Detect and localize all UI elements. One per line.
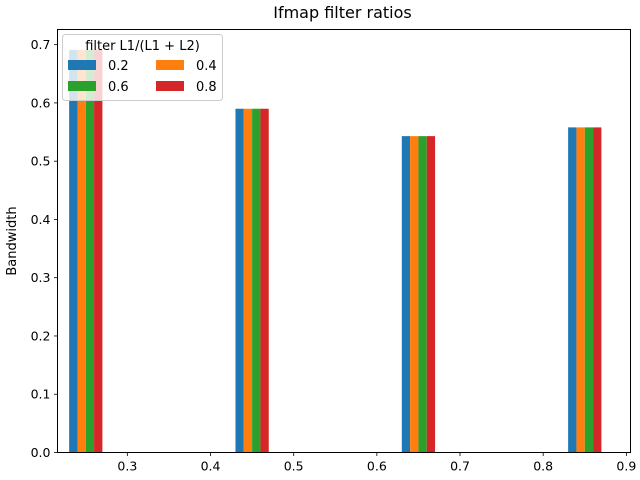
x-tick-label: 0.3 <box>117 459 137 474</box>
y-tick-label: 0.0 <box>31 445 51 460</box>
bar-0.2-0.85 <box>568 127 577 453</box>
x-tick-label: 0.9 <box>616 459 636 474</box>
y-tick-label: 0.3 <box>31 270 51 285</box>
bar-0.8-0.65 <box>426 136 436 453</box>
legend-title: filter L1/(L1 + L2) <box>85 39 200 54</box>
y-tick-label: 0.7 <box>31 37 51 52</box>
x-tick-label: 0.5 <box>284 459 304 474</box>
legend-swatch-0.6 <box>68 81 96 91</box>
x-tick-label: 0.6 <box>367 459 387 474</box>
legend-label-0.2: 0.2 <box>108 59 129 74</box>
legend-label-0.4: 0.4 <box>196 59 217 74</box>
legend-swatch-0.8 <box>156 81 184 91</box>
bar-0.4-0.65 <box>410 136 419 453</box>
bar-0.8-0.45 <box>260 108 269 453</box>
legend: filter L1/(L1 + L2) 0.2 0.4 0.6 0.8 <box>62 34 223 101</box>
y-tick-label: 0.6 <box>31 95 51 110</box>
bar-0.6-0.25 <box>85 49 95 453</box>
bar-0.4-0.25 <box>77 49 86 453</box>
bar-0.2-0.45 <box>235 108 244 453</box>
y-axis-label: Bandwidth <box>5 206 20 275</box>
plot-frame <box>57 29 631 453</box>
x-tick-label: 0.7 <box>450 459 470 474</box>
legend-label-0.8: 0.8 <box>196 80 217 95</box>
y-tick-label: 0.5 <box>31 154 51 169</box>
bar-0.4-0.45 <box>243 108 253 453</box>
bar-0.6-0.65 <box>418 136 427 453</box>
legend-label-0.6: 0.6 <box>108 80 129 95</box>
legend-swatch-0.4 <box>156 60 184 70</box>
y-tick-label: 0.2 <box>31 328 51 343</box>
bar-0.2-0.65 <box>401 136 411 453</box>
bars-group <box>69 49 602 453</box>
x-tick-label: 0.4 <box>201 459 221 474</box>
bar-0.8-0.85 <box>593 127 602 453</box>
chart-title: Ifmap filter ratios <box>273 3 412 22</box>
y-axis: 0.0 0.1 0.2 0.3 0.4 0.5 0.6 0.7 <box>31 37 58 460</box>
y-tick-label: 0.4 <box>31 212 51 227</box>
bar-0.4-0.85 <box>576 127 585 453</box>
bar-0.8-0.25 <box>94 49 103 453</box>
x-axis: 0.3 0.4 0.5 0.6 0.7 0.8 0.9 <box>117 452 636 474</box>
y-tick-label: 0.1 <box>31 387 51 402</box>
bar-0.2-0.25 <box>69 49 78 453</box>
bar-0.6-0.85 <box>584 127 594 453</box>
bar-0.6-0.45 <box>252 108 261 453</box>
legend-swatch-0.2 <box>68 60 96 70</box>
x-tick-label: 0.8 <box>533 459 553 474</box>
